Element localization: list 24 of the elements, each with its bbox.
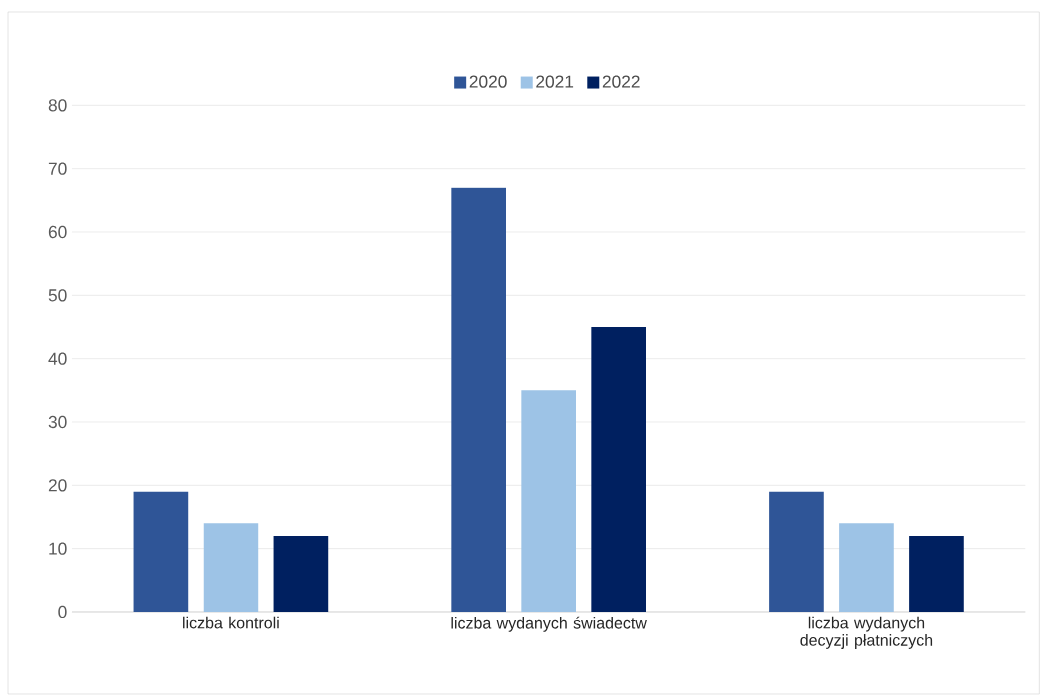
bar xyxy=(273,536,329,613)
bar xyxy=(451,187,506,613)
y-tick-label: 40 xyxy=(48,352,67,365)
y-tick-label: 20 xyxy=(48,479,67,492)
x-tick-label: liczba wydanych decyzji płatniczych xyxy=(800,616,933,650)
legend-label: 2021 xyxy=(536,75,574,88)
bar xyxy=(769,491,824,613)
y-tick-label: 70 xyxy=(48,162,67,175)
y-tick-label: 80 xyxy=(48,99,67,112)
bar xyxy=(839,523,894,613)
y-tick-label: 50 xyxy=(48,289,67,302)
y-tick-label: 60 xyxy=(48,226,67,239)
bar xyxy=(591,327,646,613)
y-tick-label: 30 xyxy=(48,416,67,429)
y-tick-label: 10 xyxy=(49,542,67,555)
legend-label: 2020 xyxy=(469,75,507,88)
y-tick-label: 0 xyxy=(58,606,67,619)
x-tick-label: liczba wydanych świadectw xyxy=(451,616,647,632)
bar xyxy=(203,523,259,613)
bar xyxy=(909,536,964,613)
x-tick-label: liczba kontroli xyxy=(183,616,279,629)
bar xyxy=(133,491,189,613)
bar xyxy=(521,390,576,613)
legend-label: 2022 xyxy=(602,75,640,88)
